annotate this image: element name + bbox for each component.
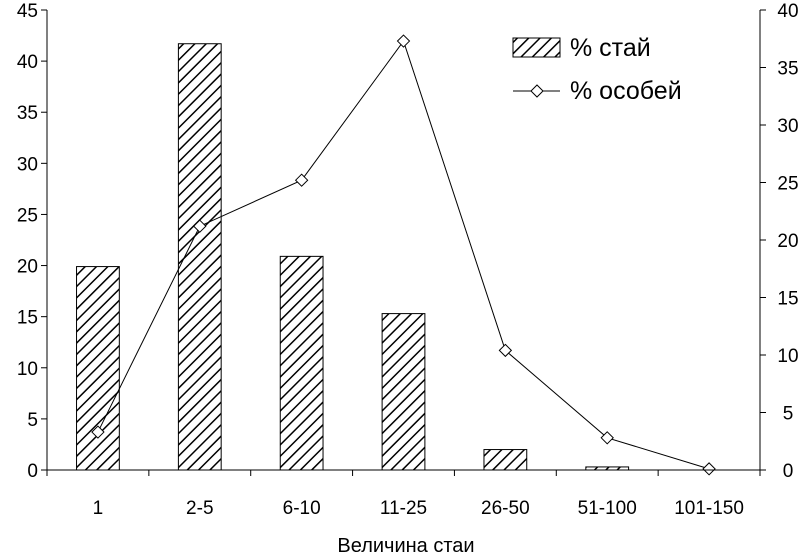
left-tick-label: 45: [17, 1, 38, 22]
right-tick-label: 35: [777, 59, 798, 80]
right-tick-label: 30: [777, 116, 798, 137]
right-tick-label: 10: [777, 346, 798, 367]
line-point-1: [91, 425, 105, 439]
line-point-11-25: [396, 34, 411, 48]
bar-6-10: [279, 255, 324, 471]
left-tick-label: 40: [17, 52, 38, 73]
bar-1: [76, 266, 120, 471]
line-point-101-150: [702, 462, 716, 476]
right-tick-label: 5: [783, 404, 794, 425]
left-tick-label: 15: [17, 308, 38, 329]
legend-line-label: % особей: [570, 77, 682, 105]
line-point-6-10: [294, 173, 309, 187]
left-axis-ticks: 0 5 10 15 20 25 30 35 40 45: [17, 1, 47, 482]
x-tick-label: 101-150: [674, 498, 744, 519]
bar-11-25: [381, 313, 426, 471]
left-tick-label: 0: [27, 461, 38, 482]
line-point-2-5: [193, 219, 207, 233]
left-tick-label: 30: [17, 154, 38, 175]
legend-diamond-marker: [530, 84, 544, 98]
x-tick-label: 1: [93, 498, 104, 519]
left-tick-label: 5: [27, 410, 38, 431]
x-axis-ticks: 1 2-5 6-10 11-25 26-50 51-100 101-150: [46, 470, 761, 519]
legend-bar-label: % стай: [570, 34, 651, 62]
left-tick-label: 25: [17, 205, 38, 226]
right-axis-ticks: 0 5 10 15 20 25 30 35 40: [760, 1, 799, 482]
legend: % стай % особей: [512, 34, 682, 105]
right-tick-label: 20: [777, 231, 798, 252]
line-series: [91, 34, 716, 476]
bar-series: [76, 43, 630, 471]
right-tick-label: 0: [783, 461, 794, 482]
x-tick-label: 2-5: [186, 498, 213, 519]
bar-26-50: [483, 449, 528, 471]
left-tick-label: 10: [17, 359, 38, 380]
x-tick-label: 11-25: [380, 498, 427, 519]
x-axis-title: Величина стаи: [337, 535, 474, 557]
line-point-51-100: [600, 431, 614, 445]
x-tick-label: 6-10: [283, 498, 321, 519]
x-tick-label: 51-100: [578, 498, 637, 519]
line-point-26-50: [498, 343, 513, 358]
left-tick-label: 35: [17, 103, 38, 124]
x-tick-label: 26-50: [481, 498, 530, 519]
legend-bar-swatch: [512, 37, 561, 58]
right-tick-label: 15: [777, 289, 798, 310]
left-tick-label: 20: [17, 257, 38, 278]
bar-2-5: [177, 43, 222, 471]
right-tick-label: 25: [777, 174, 798, 195]
right-tick-label: 40: [777, 1, 798, 22]
